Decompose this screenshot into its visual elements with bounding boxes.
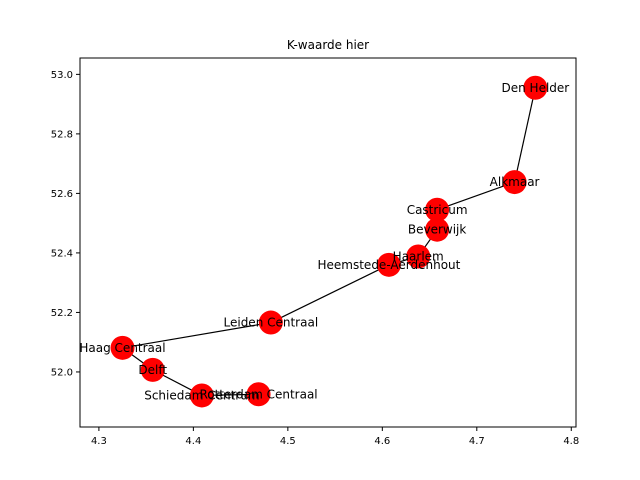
- y-tick-label-4: 52.8: [51, 129, 73, 140]
- station-marker-6: [258, 310, 283, 335]
- station-label-0: Den Helder: [502, 81, 570, 95]
- edge-6: [122, 321, 271, 349]
- x-tick-label-3: 4.6: [374, 436, 390, 447]
- x-tick-label-1: 4.4: [185, 436, 201, 447]
- station-marker-10: [246, 382, 271, 407]
- nodes-layer: [110, 75, 548, 408]
- station-label-6: Leiden Centraal: [224, 316, 319, 330]
- x-tick-label-5: 4.8: [563, 436, 579, 447]
- station-label-2: Castricum: [407, 203, 468, 217]
- y-tick-label-3: 52.6: [51, 189, 73, 200]
- chart-title: K-waarde hier: [287, 38, 369, 52]
- station-label-3: Beverwijk: [408, 223, 467, 237]
- x-tick-label-4: 4.7: [469, 436, 485, 447]
- station-marker-0: [523, 75, 548, 100]
- station-marker-1: [502, 170, 527, 195]
- labels-layer: Den Helder Alkmaar Castricum Beverwijk Haarl…: [79, 81, 569, 403]
- edge-1: [436, 181, 515, 211]
- edge-0: [514, 87, 536, 183]
- station-marker-5: [376, 252, 401, 277]
- x-tick-label-2: 4.5: [280, 436, 296, 447]
- station-label-1: Alkmaar: [490, 175, 540, 189]
- y-tick-label-1: 52.2: [51, 308, 73, 319]
- station-label-5: Heemstede-Aerdenhout: [318, 258, 461, 272]
- x-axis: 4.3 4.4 4.5 4.6 4.7 4.8: [91, 427, 579, 447]
- station-label-9: Schiedam Centrum: [144, 388, 259, 402]
- station-label-4: Haarlem: [393, 249, 444, 263]
- station-marker-3: [425, 217, 450, 242]
- y-tick-label-0: 52.0: [51, 367, 73, 378]
- station-marker-8: [140, 357, 165, 382]
- station-marker-7: [110, 335, 135, 360]
- station-label-7: Haag Centraal: [79, 341, 165, 355]
- station-marker-2: [425, 197, 450, 222]
- y-axis: 52.0 52.2 52.4 52.6 52.8 53.0: [51, 70, 80, 378]
- y-tick-label-5: 53.0: [51, 70, 73, 81]
- station-marker-4: [406, 244, 431, 269]
- edge-5: [270, 264, 390, 324]
- x-tick-label-0: 4.3: [91, 436, 107, 447]
- plot-frame: [79, 57, 577, 428]
- station-marker-9: [189, 383, 214, 408]
- station-label-8: Delft: [138, 363, 167, 377]
- station-label-10: Rotterdam Centraal: [199, 387, 317, 401]
- y-tick-label-2: 52.4: [51, 248, 73, 259]
